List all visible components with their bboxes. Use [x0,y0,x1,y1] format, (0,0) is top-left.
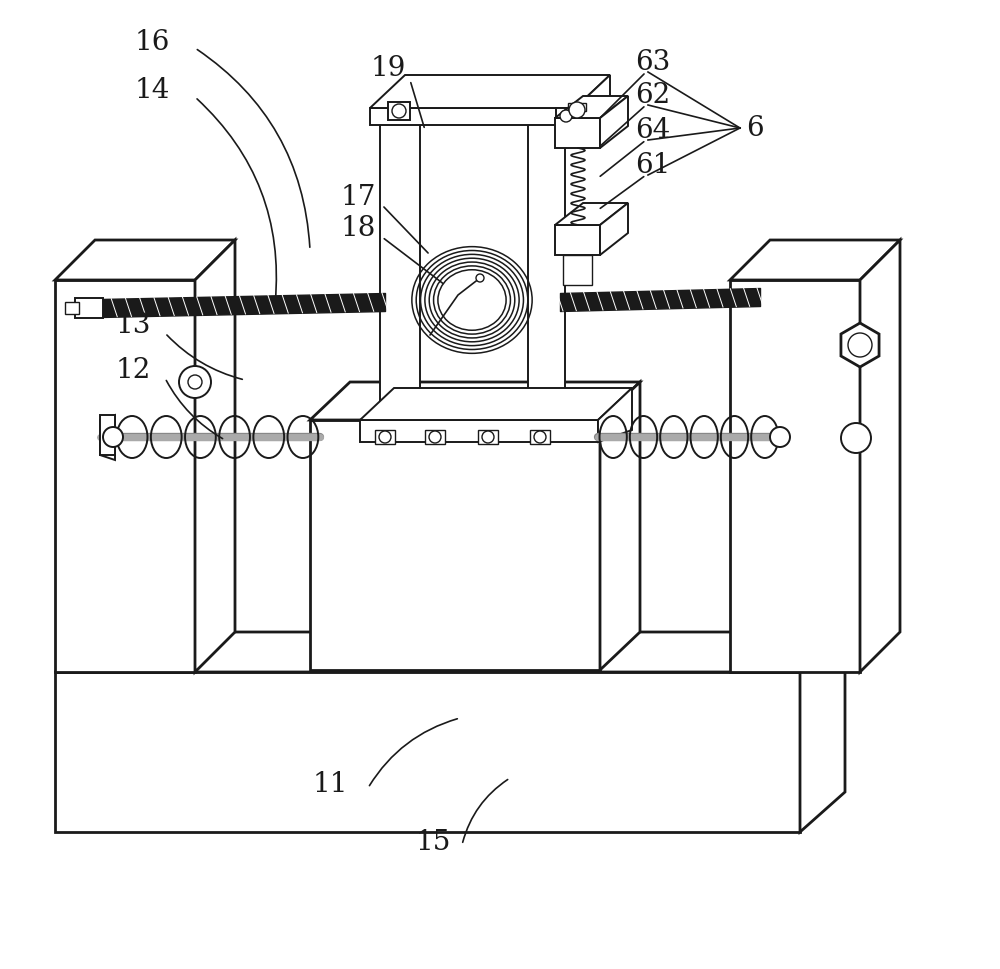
Text: 11: 11 [312,771,348,798]
Polygon shape [730,240,900,280]
Polygon shape [555,118,600,148]
Polygon shape [360,388,632,420]
Polygon shape [310,420,600,670]
Circle shape [770,427,790,447]
Polygon shape [195,240,235,672]
Polygon shape [556,108,576,124]
Text: 62: 62 [635,81,671,109]
Polygon shape [600,203,628,255]
Polygon shape [375,430,395,444]
Text: 14: 14 [134,77,170,104]
Polygon shape [730,280,860,672]
Polygon shape [55,240,235,280]
Polygon shape [310,382,640,420]
Circle shape [848,333,872,357]
Polygon shape [360,420,598,442]
Text: 13: 13 [115,311,151,338]
Circle shape [476,274,484,282]
Text: 19: 19 [370,54,406,81]
Polygon shape [841,323,879,367]
Polygon shape [75,298,103,318]
Polygon shape [528,118,565,430]
Polygon shape [530,430,550,444]
Circle shape [188,375,202,389]
Text: 12: 12 [115,357,151,384]
Polygon shape [55,632,845,672]
Polygon shape [100,415,115,455]
Circle shape [482,431,494,443]
Circle shape [429,431,441,443]
Polygon shape [600,382,640,670]
Polygon shape [65,302,79,314]
Text: 15: 15 [415,828,451,856]
Polygon shape [370,108,575,125]
Polygon shape [100,415,115,460]
Circle shape [379,431,391,443]
Polygon shape [425,430,445,444]
Polygon shape [555,96,628,118]
Text: 17: 17 [340,183,376,210]
Polygon shape [555,225,600,255]
Circle shape [534,431,546,443]
Text: 18: 18 [340,214,376,241]
Polygon shape [563,255,592,285]
Text: 61: 61 [635,151,671,178]
Text: 6: 6 [746,114,764,141]
Polygon shape [370,75,610,108]
Text: 63: 63 [635,48,671,76]
Polygon shape [568,103,586,111]
Polygon shape [380,118,420,430]
Polygon shape [555,203,628,225]
Polygon shape [478,430,498,444]
Polygon shape [800,632,845,832]
Text: 16: 16 [134,28,170,55]
Circle shape [569,102,585,118]
Circle shape [392,104,406,118]
Polygon shape [600,96,628,148]
Polygon shape [860,240,900,672]
Polygon shape [55,672,800,832]
Polygon shape [575,75,610,125]
Text: 64: 64 [635,116,671,143]
Polygon shape [388,102,410,120]
Circle shape [560,110,572,122]
Polygon shape [598,388,632,442]
Circle shape [179,366,211,398]
Polygon shape [55,280,195,672]
Circle shape [103,427,123,447]
Circle shape [841,423,871,453]
